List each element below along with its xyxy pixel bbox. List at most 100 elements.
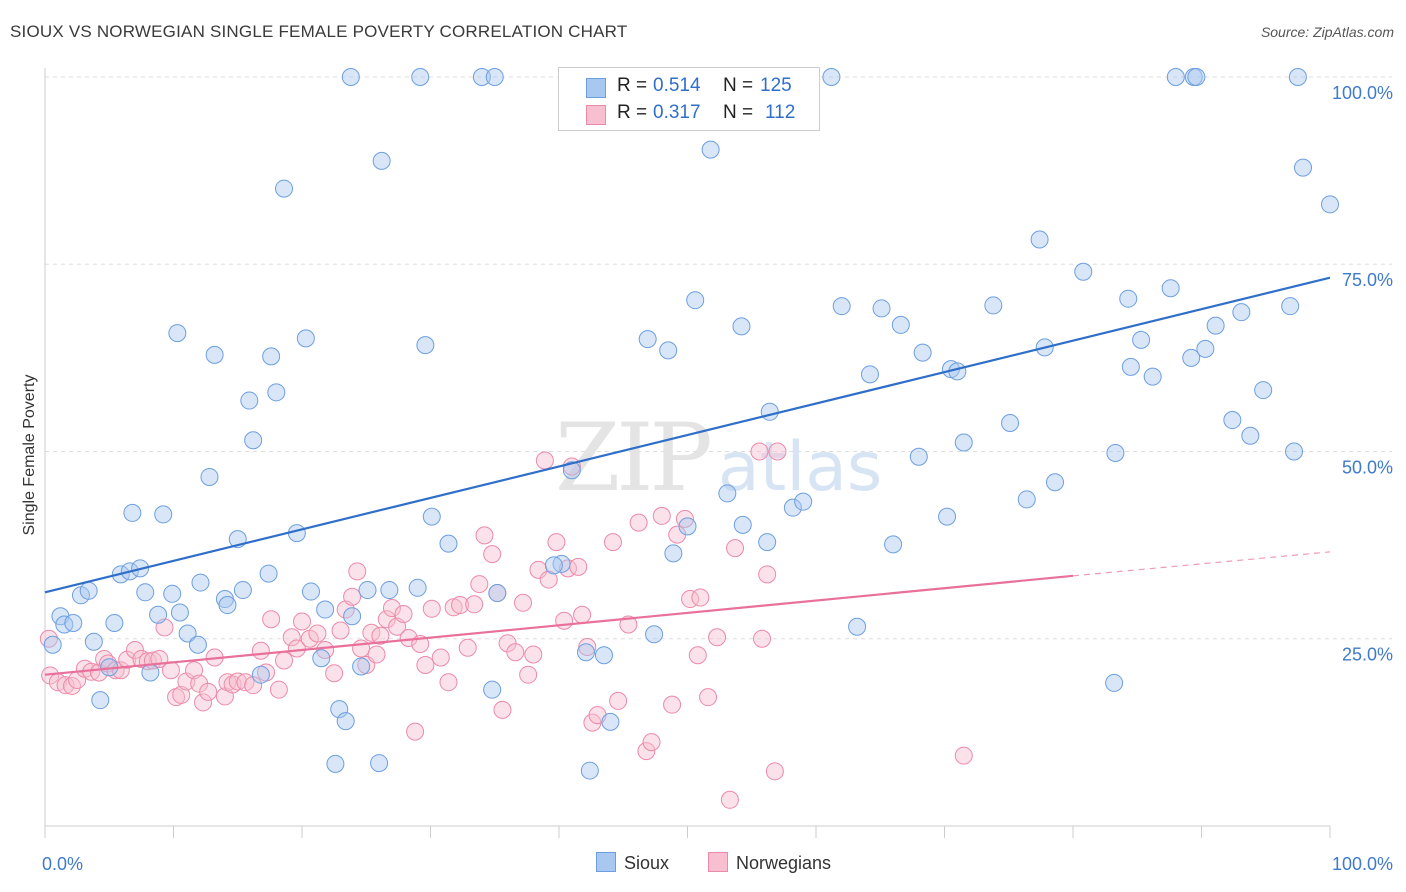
norwegians-point bbox=[573, 605, 592, 624]
norwegians-point bbox=[199, 682, 218, 701]
norwegians-point bbox=[708, 628, 727, 647]
sioux-point bbox=[832, 297, 851, 316]
legend-row-sioux: R = 0.514 N = 125 bbox=[559, 72, 819, 102]
norwegians-point bbox=[352, 639, 371, 658]
sioux-point bbox=[580, 761, 599, 780]
sioux-point bbox=[601, 712, 620, 731]
sioux-point bbox=[909, 447, 928, 466]
norwegians-point bbox=[41, 666, 60, 685]
sioux-point bbox=[485, 67, 504, 86]
sioux-point bbox=[1074, 262, 1093, 281]
sioux-point bbox=[91, 691, 110, 710]
sioux-point bbox=[718, 484, 737, 503]
sioux-point bbox=[301, 582, 320, 601]
sioux-point bbox=[1132, 330, 1151, 349]
sioux-point bbox=[105, 614, 124, 633]
norwegians-point bbox=[498, 634, 517, 653]
sioux-point bbox=[1182, 348, 1201, 367]
sioux-point bbox=[1106, 443, 1125, 462]
correlation-legend: R = 0.514 N = 125 R = 0.317 N = 112 bbox=[558, 67, 820, 131]
norwegians-point bbox=[493, 700, 512, 719]
y-tick-label: 25.0% bbox=[1342, 645, 1393, 665]
norwegians-point bbox=[62, 676, 81, 695]
norwegians-point bbox=[609, 691, 628, 710]
norwegians-point bbox=[555, 611, 574, 630]
norwegians-point bbox=[371, 626, 390, 645]
legend-item-norwegians: Norwegians bbox=[708, 852, 831, 874]
norwegians-point bbox=[451, 596, 470, 615]
sioux-point bbox=[938, 507, 957, 526]
norwegians-point bbox=[765, 762, 784, 781]
norwegians-point bbox=[535, 451, 554, 470]
norwegians-point bbox=[194, 693, 213, 712]
watermark-zip: ZIP bbox=[555, 404, 709, 513]
norwegians-point bbox=[506, 643, 525, 662]
sioux-point bbox=[326, 754, 345, 773]
sioux-trend-line bbox=[44, 276, 1331, 594]
norwegians-point bbox=[56, 676, 75, 695]
r-value: 0.317 bbox=[653, 102, 701, 123]
norwegians-point bbox=[691, 588, 710, 607]
sioux-point bbox=[783, 498, 802, 517]
norwegians-point bbox=[753, 629, 772, 648]
norwegians-point bbox=[458, 638, 477, 657]
sioux-point bbox=[884, 535, 903, 554]
sioux-point bbox=[638, 330, 657, 349]
sioux-point bbox=[312, 649, 331, 668]
sioux-point bbox=[336, 712, 355, 731]
sioux-point bbox=[422, 507, 441, 526]
sioux-points bbox=[43, 67, 1339, 780]
sioux-point bbox=[913, 343, 932, 362]
sioux-point bbox=[645, 625, 664, 644]
norwegians-point bbox=[228, 672, 247, 691]
sioux-point bbox=[341, 67, 360, 86]
sioux-point bbox=[343, 607, 362, 626]
sioux-point bbox=[1321, 195, 1339, 214]
sioux-point bbox=[544, 556, 563, 575]
norwegians-point bbox=[514, 593, 533, 612]
norwegians-point bbox=[118, 650, 137, 669]
legend-row-norwegians: R = 0.317 N = 112 bbox=[559, 99, 819, 129]
norwegians-point bbox=[416, 655, 435, 674]
sioux-point bbox=[872, 299, 891, 318]
norwegians-point bbox=[675, 509, 694, 528]
norwegians-trend-extension bbox=[1072, 551, 1331, 577]
sioux-point bbox=[316, 600, 335, 619]
sioux-point bbox=[678, 517, 697, 536]
norwegians-point bbox=[377, 610, 396, 629]
sioux-point bbox=[251, 665, 270, 684]
sioux-point bbox=[552, 554, 571, 573]
sioux-point bbox=[822, 67, 841, 86]
y-tick-label: 100.0% bbox=[1332, 83, 1393, 103]
norwegians-point bbox=[726, 539, 745, 558]
norwegians-point bbox=[619, 615, 638, 634]
norwegians-point bbox=[262, 610, 281, 629]
norwegians-point bbox=[652, 506, 671, 525]
norwegians-point bbox=[768, 442, 787, 461]
tick-labels: 25.0% 50.0% 75.0% 100.0% 0.0% 100.0% bbox=[42, 83, 1393, 874]
sioux-point bbox=[205, 345, 224, 364]
n-label: N = bbox=[723, 75, 754, 96]
sioux-point bbox=[664, 544, 683, 563]
sioux-legend-label: Sioux bbox=[624, 853, 670, 873]
sioux-point bbox=[1030, 230, 1049, 249]
norwegians-point bbox=[251, 641, 270, 660]
norwegians-swatch bbox=[586, 105, 606, 125]
y-tick-label: 75.0% bbox=[1342, 270, 1393, 290]
sioux-point bbox=[1105, 673, 1124, 692]
norwegians-trend-line bbox=[44, 574, 1074, 676]
sioux-point bbox=[163, 584, 182, 603]
sioux-point bbox=[760, 402, 779, 421]
sioux-point bbox=[794, 492, 813, 511]
r-value: 0.514 bbox=[653, 75, 701, 96]
sioux-point bbox=[370, 754, 389, 773]
norwegians-point bbox=[750, 442, 769, 461]
sioux-point bbox=[358, 581, 377, 600]
sioux-point bbox=[594, 646, 613, 665]
sioux-point bbox=[984, 296, 1003, 315]
sioux-point bbox=[891, 315, 910, 334]
sioux-point bbox=[168, 324, 187, 343]
norwegians-point bbox=[637, 742, 656, 761]
sioux-point bbox=[84, 632, 103, 651]
sioux-point bbox=[758, 533, 777, 552]
